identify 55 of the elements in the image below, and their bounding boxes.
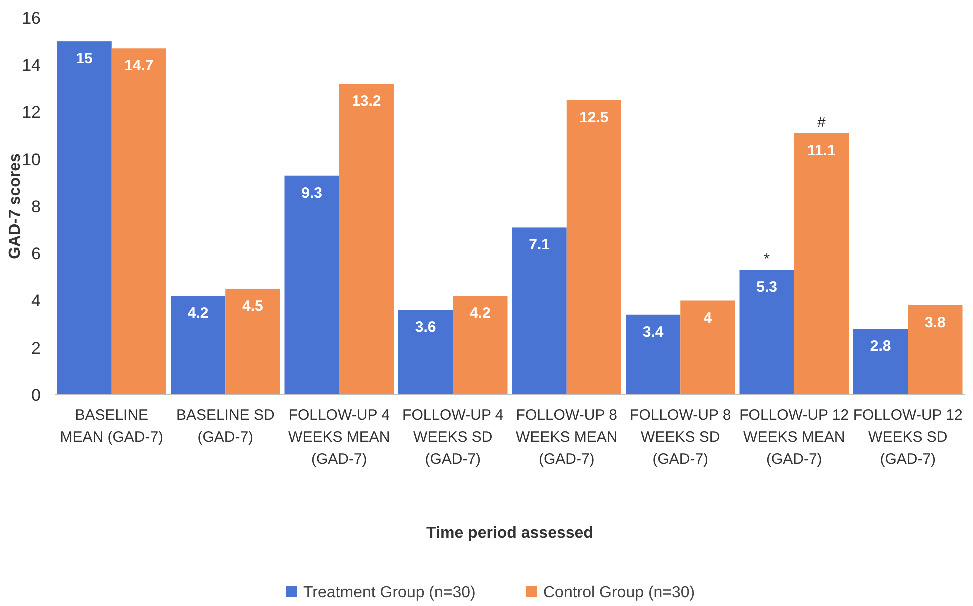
data-label: 3.4 — [642, 324, 664, 341]
bar — [794, 133, 849, 395]
bar — [854, 329, 908, 395]
y-axis-title: GAD-7 scores — [7, 153, 24, 260]
bar — [398, 310, 454, 395]
y-tick-label: 4 — [32, 292, 41, 311]
bar — [112, 48, 166, 395]
data-label: 13.2 — [352, 92, 382, 110]
bar — [680, 300, 736, 395]
y-tick-label: 14 — [22, 56, 41, 76]
annotation: # — [818, 114, 827, 132]
bar — [512, 228, 567, 395]
bar — [908, 305, 963, 395]
bar — [226, 288, 280, 395]
data-label: 3.8 — [925, 314, 946, 332]
x-tick-label: BASELINE SD (GAD-7) — [176, 407, 275, 446]
data-label: 4.5 — [242, 298, 264, 315]
legend-label: Treatment Group (n=30) — [304, 584, 476, 602]
y-tick-label: 12 — [22, 103, 41, 122]
x-tick-label: FOLLOW-UP 8 WEEKS SD (GAD-7) — [630, 407, 732, 468]
data-label: 3.6 — [415, 319, 436, 336]
y-tick-label: 16 — [22, 8, 41, 28]
y-tick-label: 6 — [32, 244, 41, 264]
data-label: 7.1 — [529, 236, 550, 254]
x-tick-label: FOLLOW-UP 8 WEEKS MEAN (GAD-7) — [516, 407, 618, 468]
data-label: 9.3 — [302, 184, 322, 202]
data-label: 14.7 — [124, 58, 154, 75]
data-label: 11.1 — [808, 142, 836, 160]
data-label: 5.3 — [756, 279, 778, 296]
bar — [740, 270, 794, 395]
legend-label: Control Group (n=30) — [544, 584, 696, 602]
x-tick-label: BASELINE MEAN (GAD-7) — [60, 407, 164, 446]
y-tick-label: 8 — [32, 197, 41, 216]
bar — [566, 100, 622, 395]
y-tick-label: 0 — [32, 386, 41, 405]
x-tick-label: FOLLOW-UP 4 WEEKS SD (GAD-7) — [402, 407, 504, 468]
x-tick-label: FOLLOW-UP 12 WEEKS SD (GAD-7) — [853, 407, 963, 468]
data-label: 2.8 — [870, 338, 892, 356]
x-axis-title: Time period assessed — [426, 525, 594, 542]
data-label: 4.2 — [470, 305, 491, 322]
data-label: 15 — [76, 50, 93, 68]
bar — [171, 296, 226, 395]
bar — [453, 296, 508, 395]
data-label: 4 — [704, 310, 713, 327]
bar — [284, 176, 340, 395]
data-label: 4.2 — [188, 305, 209, 322]
x-tick-label: FOLLOW-UP 12 WEEKS MEAN (GAD-7) — [740, 407, 850, 468]
y-tick-label: 2 — [32, 338, 41, 358]
annotation: * — [764, 251, 770, 268]
x-tick-label: FOLLOW-UP 4 WEEKS MEAN (GAD-7) — [288, 407, 390, 468]
bar — [57, 42, 112, 395]
data-label: 12.5 — [580, 109, 609, 126]
bar — [339, 84, 394, 395]
y-tick-label: 10 — [22, 150, 41, 170]
bar — [626, 314, 681, 395]
